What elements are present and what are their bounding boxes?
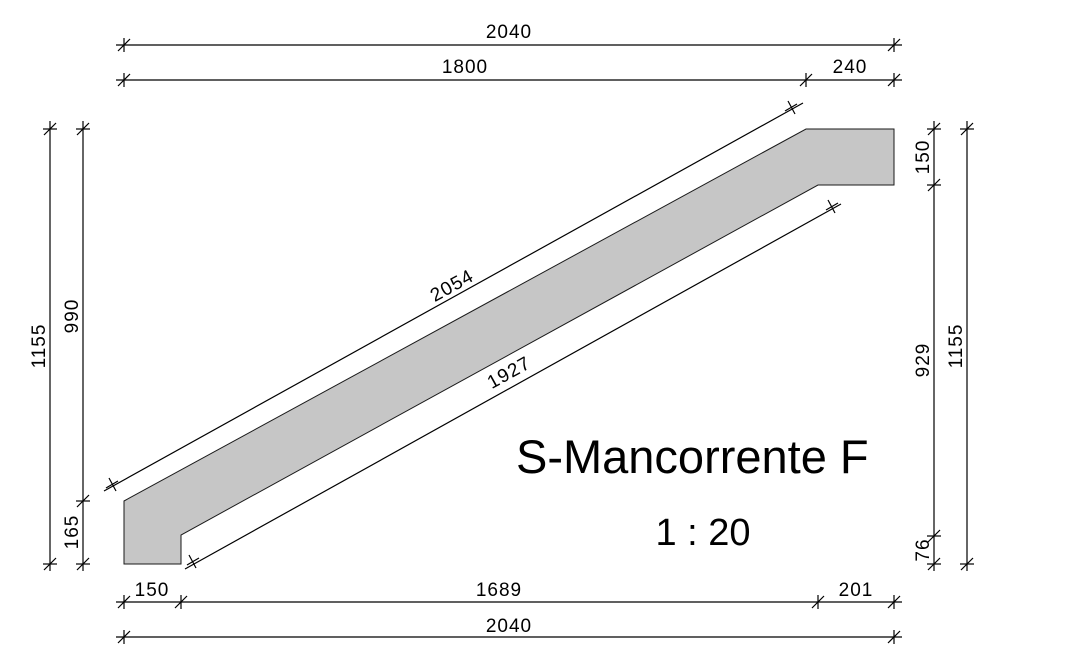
- left-dimension-inner: 990 165: [62, 121, 90, 571]
- dim-left-outer-label: 1155: [29, 324, 50, 369]
- dim-top-total-label: 2040: [486, 22, 532, 43]
- top-dimension-total: 2040: [116, 22, 902, 52]
- drawing-title: S-Mancorrente F: [516, 430, 869, 483]
- dim-left-inner-bottom-label: 165: [62, 515, 83, 550]
- dim-right-top-label: 150: [913, 140, 934, 175]
- dim-top-right-label: 240: [833, 57, 868, 78]
- dim-bottom-total-label: 2040: [486, 616, 532, 637]
- dim-right-outer-label: 1155: [946, 324, 967, 369]
- dim-bottom-left-label: 150: [135, 580, 170, 601]
- dim-bottom-right-label: 201: [839, 580, 874, 601]
- dim-left-inner-top-label: 990: [62, 299, 83, 334]
- handrail-profile: [124, 129, 894, 564]
- dim-right-mid-label: 929: [913, 343, 934, 378]
- left-dimension-outer: 1155: [29, 121, 57, 571]
- top-dimension-split: 1800 240: [116, 57, 902, 87]
- drawing-scale: 1 : 20: [655, 512, 750, 554]
- right-dimension-outer: 1155: [946, 121, 974, 571]
- dim-bottom-mid-label: 1689: [476, 580, 522, 601]
- dim-top-left-label: 1800: [442, 57, 488, 78]
- dim-right-bottom-label: 76: [913, 538, 934, 561]
- dim-diag-upper-label: 2054: [427, 266, 478, 307]
- right-dimension-inner: 150 929 76: [913, 121, 941, 571]
- bottom-dimension-split: 150 1689 201: [116, 580, 902, 609]
- bottom-dimension-total: 2040: [116, 616, 902, 644]
